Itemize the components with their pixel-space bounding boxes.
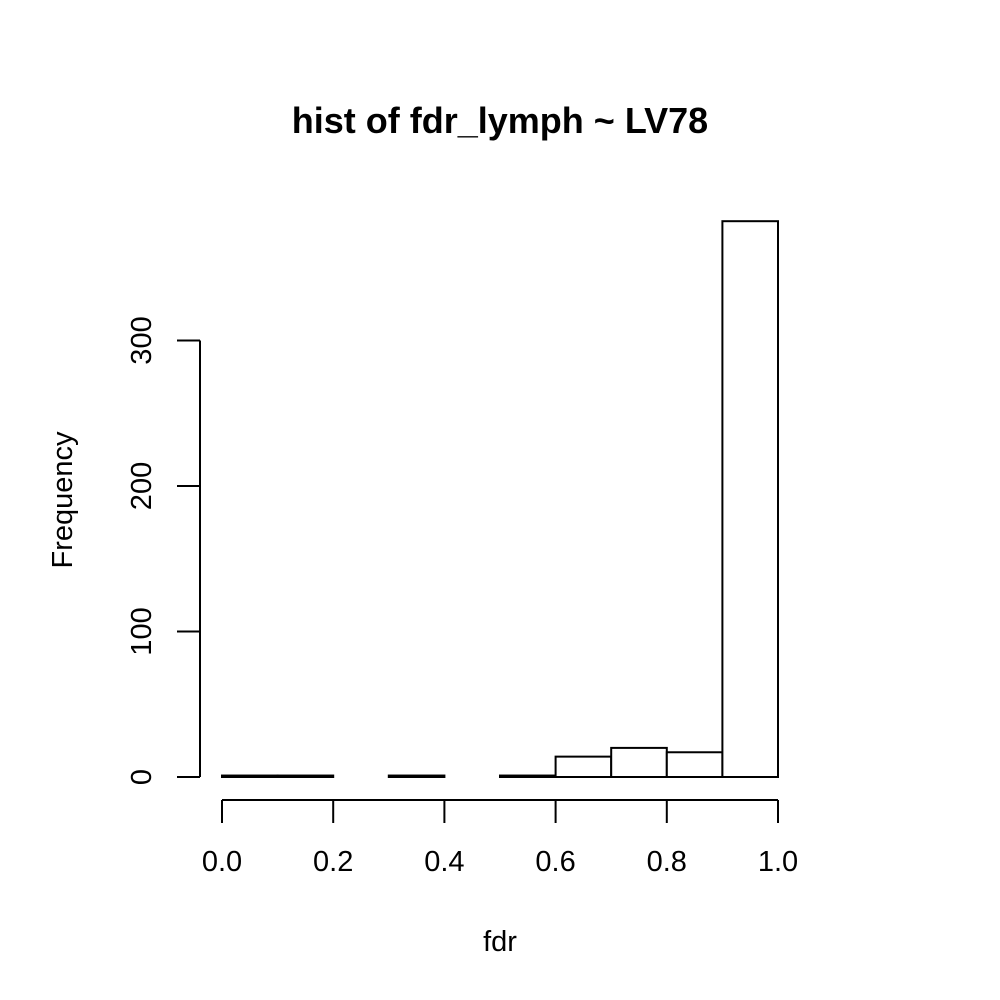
chart-title: hist of fdr_lymph ~ LV78 (292, 100, 708, 141)
x-tick-label-3: 0.6 (535, 846, 575, 878)
histogram-bar-6 (554, 755, 613, 779)
histogram-bar-0 (221, 774, 279, 778)
x-tick-label-5: 1.0 (758, 846, 798, 878)
bars-group (221, 220, 780, 779)
x-tick-label-0: 0.0 (202, 846, 242, 878)
y-axis-label: Frequency (47, 431, 79, 569)
histogram-bar-7 (610, 746, 668, 779)
y-tick-label-3: 300 (126, 316, 158, 364)
x-tick-label-1: 0.2 (313, 846, 353, 878)
y-tick-label-1: 100 (126, 607, 158, 655)
y-tick-label-0: 0 (126, 769, 158, 785)
histogram-bar-9 (721, 220, 780, 778)
histogram-bar-5 (499, 774, 557, 778)
x-axis: 0.0 0.2 0.4 0.6 0.8 1.0 (202, 799, 798, 878)
histogram-bar-3 (387, 774, 446, 778)
x-tick-label-4: 0.8 (647, 846, 687, 878)
x-tick-label-2: 0.4 (424, 846, 464, 878)
histogram-bar-8 (665, 751, 724, 779)
histogram-bar-1 (276, 774, 335, 778)
x-axis-label: fdr (483, 926, 517, 958)
y-axis: 0 100 200 300 (126, 316, 201, 785)
y-tick-label-2: 200 (126, 462, 158, 510)
